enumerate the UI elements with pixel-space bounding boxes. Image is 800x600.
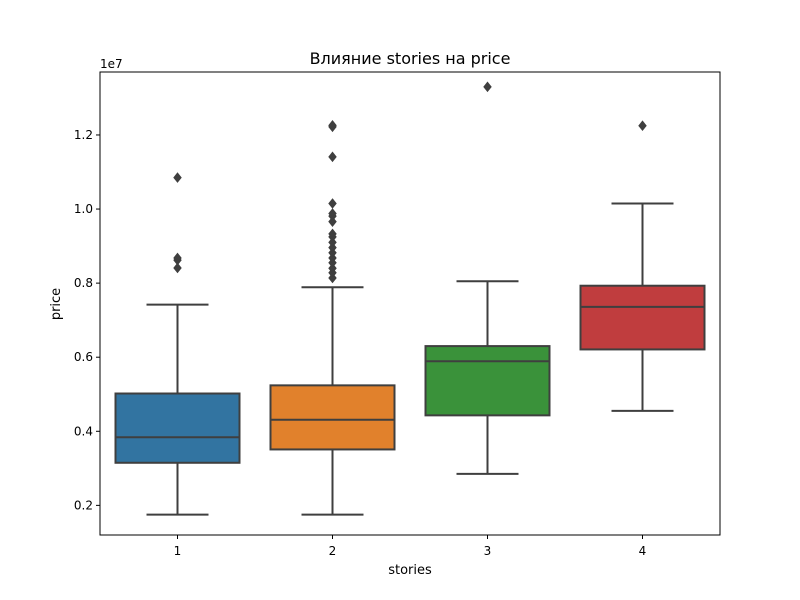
y-tick-label: 1.0: [74, 202, 93, 216]
outlier-point: [328, 228, 337, 240]
y-tick-label: 1.2: [74, 128, 93, 142]
plot-area: 0.2 0.4 0.6 0.8 1.0 1.2 1 2 3 4: [74, 81, 706, 558]
y-tick-label: 0.6: [74, 350, 93, 364]
box-category-2: [269, 384, 396, 451]
y-axis-label: price: [49, 288, 64, 320]
outlier-point: [638, 120, 647, 132]
outlier-point: [328, 120, 337, 131]
axes-frame: [99, 71, 721, 536]
x-axis-label: stories: [388, 563, 432, 578]
outlier-point: [328, 151, 337, 163]
outlier-point: [328, 263, 337, 274]
x-tick-label: 4: [639, 544, 647, 558]
x-tick-label: 2: [329, 544, 337, 558]
box-category-1: [114, 392, 241, 464]
outlier-point: [173, 252, 182, 264]
y-tick-label: 0.2: [74, 498, 93, 512]
y-tick-label: 0.8: [74, 276, 93, 290]
outlier-point: [328, 237, 337, 248]
chart-title: Влияние stories на price: [310, 49, 511, 68]
y-multiplier-label: 1e7: [100, 57, 123, 71]
outlier-point: [173, 172, 182, 183]
box-category-4: [579, 284, 706, 351]
outlier-point: [173, 262, 182, 274]
outlier-point: [328, 198, 337, 209]
outlier-point: [483, 81, 492, 93]
y-tick-label: 0.4: [74, 424, 93, 438]
outlier-point: [328, 216, 337, 227]
box-category-3: [424, 345, 551, 417]
x-tick-label: 1: [174, 544, 182, 558]
outlier-point: [328, 208, 337, 219]
x-tick-label: 3: [484, 544, 492, 558]
